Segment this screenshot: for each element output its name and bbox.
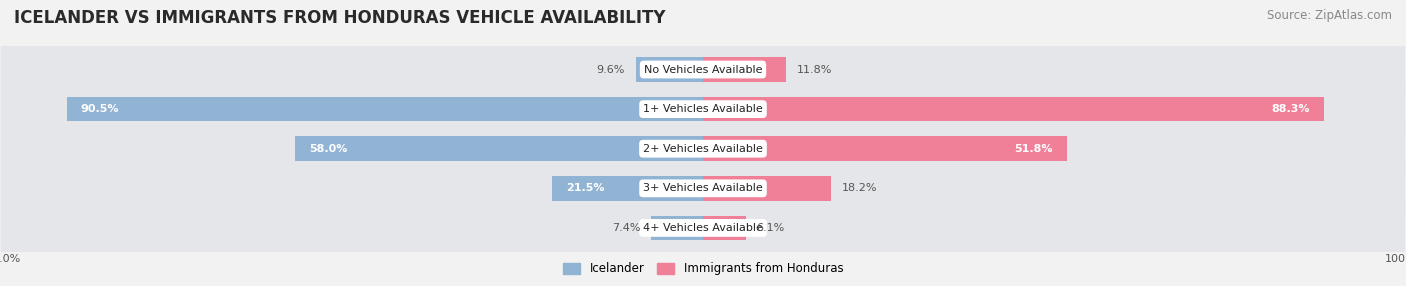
Text: 21.5%: 21.5% — [565, 183, 605, 193]
FancyBboxPatch shape — [0, 36, 1406, 103]
Bar — [703, 57, 786, 82]
FancyBboxPatch shape — [0, 76, 1406, 143]
Bar — [295, 136, 703, 161]
Text: 90.5%: 90.5% — [82, 104, 120, 114]
Text: 88.3%: 88.3% — [1271, 104, 1309, 114]
Text: No Vehicles Available: No Vehicles Available — [644, 65, 762, 75]
Text: 18.2%: 18.2% — [841, 183, 877, 193]
Text: 6.1%: 6.1% — [756, 223, 785, 233]
Text: 9.6%: 9.6% — [596, 65, 624, 75]
Bar — [636, 57, 703, 82]
Text: 51.8%: 51.8% — [1015, 144, 1053, 154]
FancyBboxPatch shape — [0, 155, 1406, 222]
Text: 58.0%: 58.0% — [309, 144, 347, 154]
Text: 2+ Vehicles Available: 2+ Vehicles Available — [643, 144, 763, 154]
Text: 11.8%: 11.8% — [796, 65, 832, 75]
FancyBboxPatch shape — [0, 115, 1406, 182]
Bar — [551, 176, 703, 200]
Text: 3+ Vehicles Available: 3+ Vehicles Available — [643, 183, 763, 193]
Bar — [703, 216, 747, 240]
Legend: Icelander, Immigrants from Honduras: Icelander, Immigrants from Honduras — [558, 258, 848, 280]
Text: Source: ZipAtlas.com: Source: ZipAtlas.com — [1267, 9, 1392, 21]
FancyBboxPatch shape — [0, 194, 1406, 262]
Bar — [703, 97, 1324, 121]
Text: 1+ Vehicles Available: 1+ Vehicles Available — [643, 104, 763, 114]
Text: 7.4%: 7.4% — [612, 223, 641, 233]
Bar — [66, 97, 703, 121]
Text: 4+ Vehicles Available: 4+ Vehicles Available — [643, 223, 763, 233]
Text: ICELANDER VS IMMIGRANTS FROM HONDURAS VEHICLE AVAILABILITY: ICELANDER VS IMMIGRANTS FROM HONDURAS VE… — [14, 9, 665, 27]
Bar — [703, 176, 831, 200]
Bar — [703, 136, 1067, 161]
Bar — [651, 216, 703, 240]
